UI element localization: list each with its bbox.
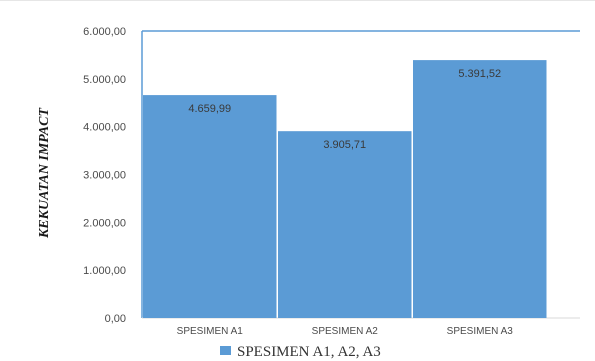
legend-label: SPESIMEN A1, A2, A3 [237,344,381,360]
data-label: 5.391,52 [458,68,501,80]
legend-swatch [220,346,231,355]
y-tick-label: 1.000,00 [83,265,126,277]
bar [278,131,412,318]
data-label: 3.905,71 [323,139,366,151]
legend: SPESIMEN A1, A2, A3 [220,344,381,360]
y-tick-label: 3.000,00 [83,170,126,182]
x-tick-label: SPESIMEN A2 [312,326,379,337]
y-tick-label: 5.000,00 [83,74,126,86]
y-tick-label: 6.000,00 [83,26,126,38]
bars [143,60,547,319]
y-tick-label: 4.000,00 [83,122,126,134]
data-label: 4.659,99 [188,103,231,115]
y-tick-label: 0,00 [105,313,126,325]
x-tick-label: SPESIMEN A3 [447,326,514,337]
data-labels: 4.659,99 3.905,71 5.391,52 [188,68,501,151]
x-tick-label: SPESIMEN A1 [177,326,244,337]
bar [413,60,547,319]
y-axis-ticks: 0,00 1.000,00 2.000,00 3.000,00 4.000,00 5.00… [83,26,126,325]
y-axis-title: KEKUATAN IMPACT [37,107,52,240]
bar [143,95,277,319]
y-tick-label: 2.000,00 [83,217,126,229]
x-axis-ticks: SPESIMEN A1 SPESIMEN A2 SPESIMEN A3 [177,326,514,337]
